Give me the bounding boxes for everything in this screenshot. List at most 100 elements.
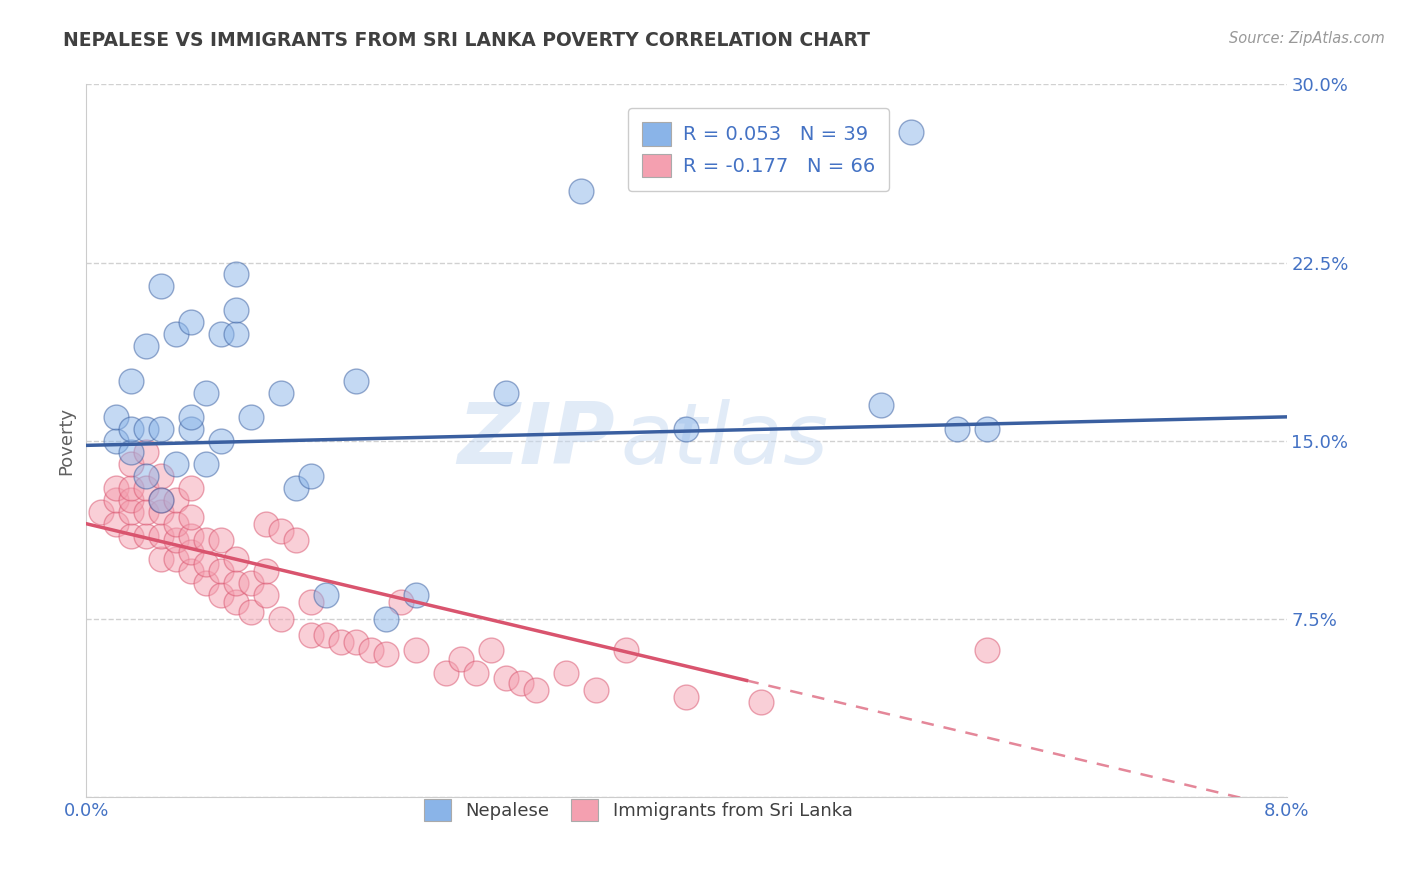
Point: [150, 469, 173, 483]
Point: [135, 338, 157, 352]
Point: [240, 409, 263, 424]
Point: [225, 268, 247, 282]
Point: [360, 642, 382, 657]
Point: [706, 136, 728, 151]
Point: [616, 642, 638, 657]
Point: [120, 505, 142, 519]
Point: [526, 682, 548, 697]
Point: [510, 675, 533, 690]
Point: [150, 493, 173, 508]
Point: [165, 326, 187, 341]
Point: [120, 481, 142, 495]
Point: [285, 533, 308, 548]
Point: [105, 516, 128, 531]
Point: [375, 612, 398, 626]
Point: [105, 434, 128, 448]
Point: [240, 605, 263, 619]
Point: [344, 374, 367, 388]
Legend: Nepalese, Immigrants from Sri Lanka: Nepalese, Immigrants from Sri Lanka: [412, 787, 865, 834]
Point: [165, 516, 187, 531]
Point: [209, 564, 232, 578]
Point: [285, 481, 308, 495]
Point: [209, 533, 232, 548]
Point: [225, 576, 247, 591]
Point: [150, 552, 173, 566]
Point: [495, 671, 517, 685]
Point: [465, 666, 488, 681]
Y-axis label: Poverty: Poverty: [58, 407, 75, 475]
Point: [180, 509, 202, 524]
Point: [450, 652, 472, 666]
Point: [976, 642, 998, 657]
Point: [180, 545, 202, 559]
Point: [180, 409, 202, 424]
Point: [315, 588, 337, 602]
Point: [120, 422, 142, 436]
Point: [330, 635, 353, 649]
Point: [105, 481, 128, 495]
Point: [195, 557, 218, 571]
Point: [585, 682, 607, 697]
Point: [495, 386, 517, 401]
Point: [150, 422, 173, 436]
Point: [870, 398, 893, 412]
Point: [479, 642, 502, 657]
Point: [900, 125, 922, 139]
Point: [571, 184, 593, 198]
Text: Source: ZipAtlas.com: Source: ZipAtlas.com: [1229, 31, 1385, 46]
Point: [120, 493, 142, 508]
Point: [135, 469, 157, 483]
Point: [120, 445, 142, 459]
Point: [195, 458, 218, 472]
Point: [120, 458, 142, 472]
Point: [165, 533, 187, 548]
Point: [375, 648, 398, 662]
Point: [270, 386, 292, 401]
Point: [270, 524, 292, 538]
Point: [209, 588, 232, 602]
Point: [120, 374, 142, 388]
Point: [180, 481, 202, 495]
Point: [195, 386, 218, 401]
Point: [180, 528, 202, 542]
Point: [299, 628, 322, 642]
Point: [225, 303, 247, 318]
Point: [180, 315, 202, 329]
Point: [195, 576, 218, 591]
Point: [135, 505, 157, 519]
Point: [675, 422, 697, 436]
Point: [165, 458, 187, 472]
Point: [240, 576, 263, 591]
Point: [299, 469, 322, 483]
Point: [976, 422, 998, 436]
Point: [254, 564, 277, 578]
Point: [150, 528, 173, 542]
Point: [270, 612, 292, 626]
Point: [90, 505, 112, 519]
Point: [389, 595, 412, 609]
Point: [180, 422, 202, 436]
Point: [945, 422, 967, 436]
Text: NEPALESE VS IMMIGRANTS FROM SRI LANKA POVERTY CORRELATION CHART: NEPALESE VS IMMIGRANTS FROM SRI LANKA PO…: [63, 31, 870, 50]
Point: [315, 628, 337, 642]
Text: atlas: atlas: [620, 399, 828, 482]
Point: [150, 493, 173, 508]
Point: [105, 493, 128, 508]
Point: [225, 595, 247, 609]
Point: [105, 409, 128, 424]
Text: ZIP: ZIP: [457, 399, 614, 482]
Point: [150, 505, 173, 519]
Point: [555, 666, 578, 681]
Point: [209, 434, 232, 448]
Point: [225, 552, 247, 566]
Point: [254, 516, 277, 531]
Point: [135, 528, 157, 542]
Point: [120, 528, 142, 542]
Point: [434, 666, 457, 681]
Point: [751, 695, 773, 709]
Point: [180, 564, 202, 578]
Point: [405, 642, 427, 657]
Point: [675, 690, 697, 704]
Point: [344, 635, 367, 649]
Point: [135, 445, 157, 459]
